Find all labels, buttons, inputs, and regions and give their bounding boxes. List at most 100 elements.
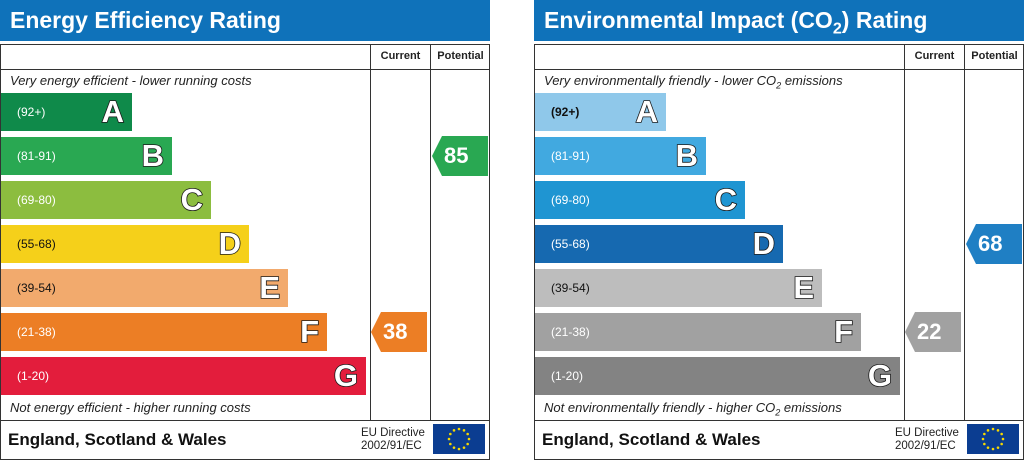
band-letter: F [299, 313, 320, 350]
potential-rating-arrow: 85 [432, 136, 488, 176]
environmental-title-bar: Environmental Impact (CO2) Rating [534, 0, 1024, 41]
rating-band-g: (1-20) G [1, 357, 366, 395]
rating-band-a: (92+) A [1, 93, 132, 131]
eu-star [447, 437, 451, 441]
band-range-label: (1-20) [17, 369, 50, 383]
eu-star [991, 447, 995, 451]
eu-star [983, 432, 986, 436]
eu-star [983, 442, 986, 446]
rating-band-g: (1-20) G [535, 357, 900, 395]
band-range-label: (69-80) [17, 193, 56, 207]
eu-star [466, 432, 469, 436]
eu-star [457, 447, 461, 451]
band-range-label: (21-38) [17, 325, 56, 339]
bottom-note: Not environmentally friendly - higher CO… [544, 400, 842, 418]
band-letter: A [101, 93, 125, 130]
divider [0, 69, 490, 70]
band-letter: B [141, 137, 165, 174]
potential-rating-value: 68 [978, 231, 1003, 256]
band-letter: E [259, 269, 281, 306]
rating-band-e: (39-54) E [1, 269, 288, 307]
divider [430, 44, 431, 420]
eu-directive-text: EU Directive 2002/91/EC [895, 427, 959, 453]
eu-star [991, 427, 995, 431]
rating-band-f: (21-38) F [535, 313, 861, 351]
footer-region: England, Scotland & Wales [8, 430, 227, 449]
band-letter: G [333, 357, 359, 394]
rating-band-c: (69-80) C [1, 181, 211, 219]
divider [370, 44, 371, 420]
band-letter: C [714, 181, 738, 218]
environmental-title: Environmental Impact (CO2) Rating [544, 7, 928, 38]
current-column-header: Current [380, 50, 421, 62]
divider [0, 420, 490, 421]
bottom-note: Not energy efficient - higher running co… [10, 400, 251, 415]
eu-star [1001, 437, 1005, 441]
divider [534, 69, 1024, 70]
eu-star [1000, 442, 1003, 446]
eu-directive-line1: EU Directive [895, 427, 959, 439]
band-letter: A [635, 93, 659, 130]
band-letter: D [218, 225, 242, 262]
potential-rating-arrow: 68 [966, 224, 1022, 264]
band-letter: B [675, 137, 699, 174]
eu-star [452, 429, 456, 432]
rating-band-b: (81-91) B [535, 137, 706, 175]
current-rating-value: 38 [383, 319, 408, 344]
potential-rating-value: 85 [444, 143, 469, 168]
band-range-label: (69-80) [551, 193, 590, 207]
band-letter: G [867, 357, 893, 394]
current-column-header: Current [914, 50, 955, 62]
current-rating-value: 22 [917, 319, 942, 344]
eu-directive-text: EU Directive 2002/91/EC [361, 427, 425, 453]
band-range-label: (81-91) [17, 149, 56, 163]
energy-efficiency-panel: Energy Efficiency Rating Current Potenti… [0, 0, 490, 460]
rating-band-c: (69-80) C [535, 181, 745, 219]
band-range-label: (92+) [17, 105, 46, 119]
band-letter: C [180, 181, 204, 218]
rating-band-e: (39-54) E [535, 269, 822, 307]
rating-band-d: (55-68) D [1, 225, 249, 263]
rating-band-f: (21-38) F [1, 313, 327, 351]
band-range-label: (39-54) [551, 281, 590, 295]
eu-star [462, 446, 466, 449]
potential-column-header: Potential [437, 50, 484, 62]
band-range-label: (21-38) [551, 325, 590, 339]
energy-title-bar: Energy Efficiency Rating [0, 0, 490, 41]
band-range-label: (92+) [551, 105, 580, 119]
eu-star [457, 427, 461, 431]
eu-star [449, 432, 452, 436]
band-letter: D [752, 225, 776, 262]
footer-region: England, Scotland & Wales [542, 430, 761, 449]
rating-band-b: (81-91) B [1, 137, 172, 175]
environmental-impact-panel: Environmental Impact (CO2) Rating Curren… [534, 0, 1024, 460]
current-rating-arrow: 38 [371, 312, 427, 352]
band-range-label: (1-20) [551, 369, 584, 383]
band-range-label: (39-54) [17, 281, 56, 295]
eu-flag-icon [967, 424, 1019, 454]
divider [534, 420, 1024, 421]
eu-directive-line1: EU Directive [361, 427, 425, 439]
rating-band-a: (92+) A [535, 93, 666, 131]
eu-directive-line2: 2002/91/EC [895, 440, 956, 452]
band-letter: F [833, 313, 854, 350]
energy-title: Energy Efficiency Rating [10, 7, 281, 33]
band-range-label: (55-68) [551, 237, 590, 251]
eu-star [986, 429, 990, 432]
top-note: Very environmentally friendly - lower CO… [544, 73, 843, 91]
band-range-label: (55-68) [17, 237, 56, 251]
potential-column-header: Potential [971, 50, 1018, 62]
eu-star [986, 446, 990, 449]
rating-band-d: (55-68) D [535, 225, 783, 263]
divider [904, 44, 905, 420]
eu-star [462, 429, 466, 432]
eu-star [467, 437, 471, 441]
band-range-label: (81-91) [551, 149, 590, 163]
eu-flag-icon [433, 424, 485, 454]
eu-star [452, 446, 456, 449]
divider [964, 44, 965, 420]
current-rating-arrow: 22 [905, 312, 961, 352]
eu-star [466, 442, 469, 446]
top-note: Very energy efficient - lower running co… [10, 73, 252, 88]
eu-star [996, 446, 1000, 449]
